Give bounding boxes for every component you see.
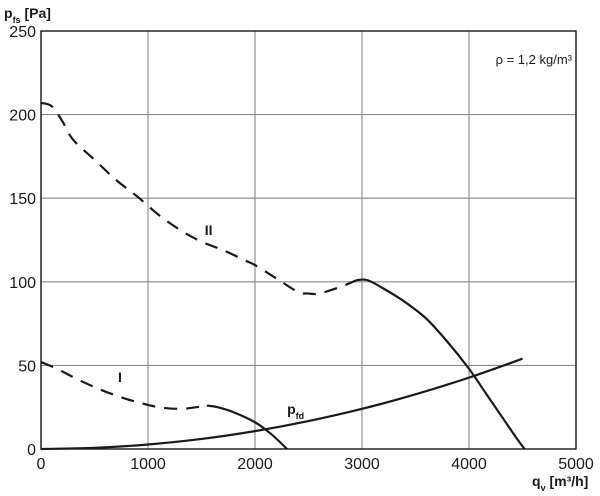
grid-lines: [40, 30, 577, 450]
curves: [40, 101, 526, 451]
x-tick-label: 5000: [558, 456, 594, 473]
x-tick-label: 1000: [130, 456, 166, 473]
x-tick-label: 0: [37, 456, 46, 473]
series-label-pfd: pfd: [287, 401, 304, 421]
curve-ii-dashed: [40, 101, 358, 296]
y-axis-label: pfs [Pa]: [4, 5, 51, 25]
series-label-ii: II: [205, 222, 213, 238]
tick-labels: 0 1000 2000 3000 4000 5000 0 50 100 150 200 250: [9, 24, 594, 473]
y-tick-label: 200: [9, 108, 36, 125]
curve-i-dashed: [40, 361, 208, 410]
y-tick-label: 150: [9, 191, 36, 208]
density-annotation: ρ = 1,2 kg/m³: [496, 52, 573, 67]
series-label-i: I: [118, 369, 122, 385]
y-tick-label: 50: [18, 358, 36, 375]
x-tick-label: 3000: [344, 456, 380, 473]
x-axis-label: qv [m³/h]: [532, 473, 588, 493]
plot-frame: [40, 30, 577, 450]
curve-ii-solid: [356, 278, 526, 450]
y-tick-label: 250: [9, 24, 36, 41]
y-tick-label: 100: [9, 275, 36, 292]
curve-pfd-solid: [40, 357, 523, 451]
x-tick-label: 2000: [237, 456, 273, 473]
curve-i-solid: [206, 404, 288, 450]
x-tick-label: 4000: [451, 456, 487, 473]
y-tick-label: 0: [27, 442, 36, 459]
